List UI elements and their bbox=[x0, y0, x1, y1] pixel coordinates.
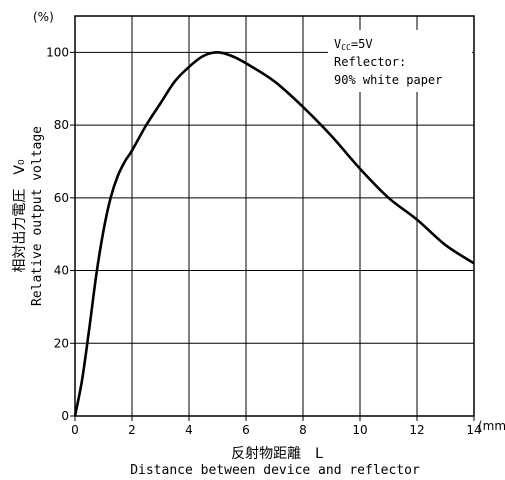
y-axis-label: Relative output voltage bbox=[30, 126, 45, 306]
annotation-line1: VCC=5V bbox=[334, 37, 373, 52]
x-tick-label: 0 bbox=[71, 423, 79, 437]
annotation-line2: Reflector: bbox=[334, 55, 406, 69]
x-tick-label: 14 bbox=[466, 423, 481, 437]
y-tick-labels: 0 20 40 60 80 100 bbox=[46, 45, 75, 423]
x-tick-labels: 0 2 4 6 8 10 12 14 bbox=[71, 416, 482, 437]
x-unit-label: (mm) bbox=[478, 419, 505, 433]
x-axis-label: Distance between device and reflector bbox=[130, 463, 420, 478]
y-axis-label-jp: 相対出力電圧 V₀ bbox=[12, 159, 28, 273]
y-tick-label: 40 bbox=[54, 264, 69, 278]
legend-annotation: VCC=5V Reflector: 90% white paper bbox=[328, 30, 472, 92]
x-tick-label: 12 bbox=[409, 423, 424, 437]
x-tick-label: 4 bbox=[185, 423, 193, 437]
plot-frame bbox=[74, 15, 475, 417]
y-tick-label: 100 bbox=[46, 45, 69, 59]
annotation-line3: 90% white paper bbox=[334, 73, 442, 87]
x-tick-label: 6 bbox=[242, 423, 250, 437]
y-tick-label: 80 bbox=[54, 118, 69, 132]
series-line bbox=[73, 51, 475, 417]
y-tick-label: 20 bbox=[54, 336, 69, 350]
y-tick-label: 0 bbox=[61, 409, 69, 423]
x-tick-label: 2 bbox=[128, 423, 136, 437]
x-tick-label: 10 bbox=[352, 423, 367, 437]
annotation-cc: CC bbox=[341, 43, 351, 52]
annotation-value: =5V bbox=[351, 37, 373, 51]
x-axis-label-jp: 反射物距離 L bbox=[231, 445, 323, 462]
y-tick-label: 60 bbox=[54, 191, 69, 205]
x-tick-label: 8 bbox=[299, 423, 307, 437]
annotation-v: V bbox=[334, 37, 341, 51]
y-unit-label: (%) bbox=[33, 10, 54, 24]
